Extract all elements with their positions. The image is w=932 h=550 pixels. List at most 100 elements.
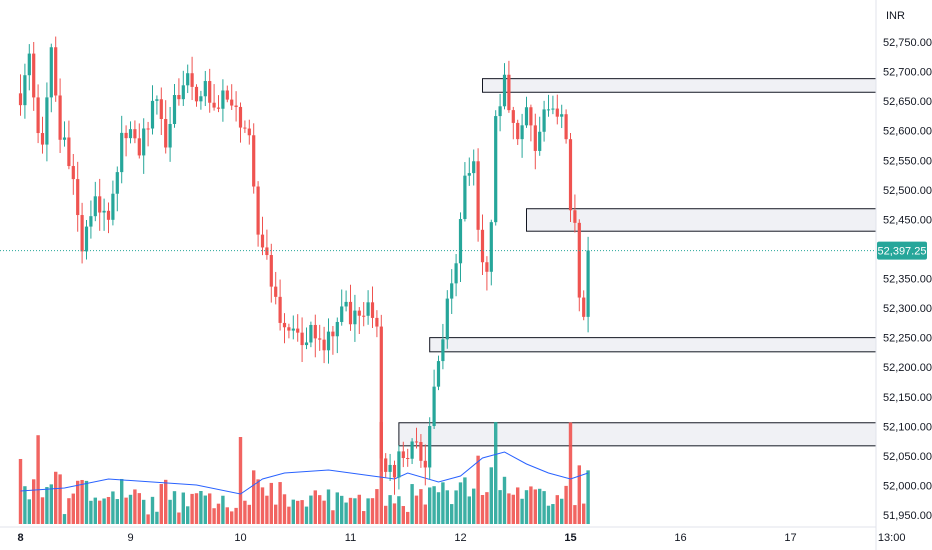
candle-body (260, 234, 265, 248)
candle-body (58, 95, 62, 140)
volume-sma-line (20, 451, 589, 495)
volume-bar (54, 471, 58, 524)
volume-bar (326, 489, 331, 524)
volume-bar (159, 484, 163, 524)
candle-body (49, 47, 53, 98)
time-scale[interactable]: 8 9 10 11 12 15 16 17 13:00 (17, 532, 905, 544)
candle-body (186, 73, 190, 86)
zone-3[interactable] (429, 337, 877, 353)
volume-bar (375, 489, 379, 524)
volume-bar (524, 490, 529, 524)
volume-bar (27, 499, 31, 524)
zone-1[interactable] (482, 78, 877, 93)
volume-bar (203, 495, 207, 524)
candle-body (516, 122, 520, 140)
price-tick-label: 52,150.00 (883, 392, 932, 404)
volume-bar (370, 498, 375, 524)
candle-body (159, 99, 163, 119)
candle-body (384, 458, 388, 472)
candle-body (203, 81, 207, 97)
candle-body (190, 73, 194, 87)
candle-body (300, 332, 304, 346)
volume-bar (410, 484, 414, 524)
candle-body (436, 361, 441, 387)
volume-bar (172, 491, 177, 524)
volume-bar (190, 493, 194, 524)
candle-body (221, 90, 225, 109)
volume-bar (472, 488, 476, 524)
candle-body (168, 124, 172, 148)
volume-bar (120, 478, 124, 524)
volume-bar (225, 507, 229, 524)
price-scale[interactable]: 52,750.00 52,700.00 52,650.00 52,600.00 52,5… (883, 37, 932, 522)
candle-body (538, 131, 542, 151)
candle-body (40, 133, 45, 145)
volume-bar (49, 484, 53, 524)
volume-bar (485, 492, 489, 524)
candle-body (529, 107, 533, 126)
volume-bar (445, 490, 449, 524)
volume-bar (582, 503, 586, 524)
volume-bar (186, 506, 190, 524)
candle-body (243, 127, 247, 129)
volume-bar (379, 422, 383, 524)
volume-bar (467, 496, 471, 524)
price-tick-label: 52,100.00 (883, 421, 932, 433)
volume-bar (529, 486, 533, 524)
price-tick-label: 52,200.00 (883, 362, 932, 374)
candle-body (582, 297, 586, 317)
volume-bar (40, 497, 45, 524)
candle-body (84, 226, 89, 252)
candle-body (247, 128, 251, 136)
candle-body (269, 255, 273, 287)
volume-bar (71, 493, 75, 524)
volume-bar (93, 497, 97, 524)
last-price-badge: 52,397.25 (877, 241, 927, 260)
volume-bar (331, 510, 335, 524)
volume-bar (62, 514, 67, 524)
volume-bar (133, 489, 137, 524)
candle-body (476, 161, 480, 230)
zone-4[interactable] (398, 422, 877, 447)
candle-body (445, 298, 449, 340)
candle-body (577, 222, 581, 298)
volume-bar (137, 493, 141, 524)
time-tick-label: 13:00 (878, 532, 906, 544)
candle-body (309, 324, 313, 343)
candle-body (208, 81, 212, 103)
volume-bar (124, 497, 128, 524)
candle-body (287, 327, 291, 331)
volume-bar (84, 480, 89, 524)
candle-body (234, 105, 238, 107)
candle-body (568, 139, 573, 211)
candle-body (164, 118, 168, 148)
candle-body (357, 310, 361, 316)
volume-bar (586, 470, 590, 524)
candle-body (172, 95, 177, 125)
candle-body (520, 125, 524, 140)
volume-bar (296, 500, 300, 524)
price-tick-label: 52,050.00 (883, 451, 932, 463)
volume-bar (520, 498, 524, 524)
volume-bar (274, 504, 278, 524)
currency-label[interactable]: INR (886, 10, 905, 22)
price-tick-label: 52,650.00 (883, 96, 932, 108)
volume-bar (282, 494, 287, 524)
volume-bar (507, 493, 511, 524)
price-tick-label: 52,250.00 (883, 333, 932, 345)
candle-body (335, 321, 339, 337)
volume-bar (278, 482, 282, 524)
candle-body (252, 135, 256, 187)
volume-bar (511, 494, 515, 524)
candle-body (419, 442, 423, 461)
volume-bar (102, 498, 106, 524)
volume-bar (335, 492, 339, 524)
candle-body (27, 53, 31, 76)
candle-body (230, 99, 234, 106)
price-tick-label: 52,750.00 (883, 37, 932, 49)
candle-body (194, 86, 199, 102)
volume-bar (357, 494, 361, 524)
volume-bar (230, 511, 234, 524)
